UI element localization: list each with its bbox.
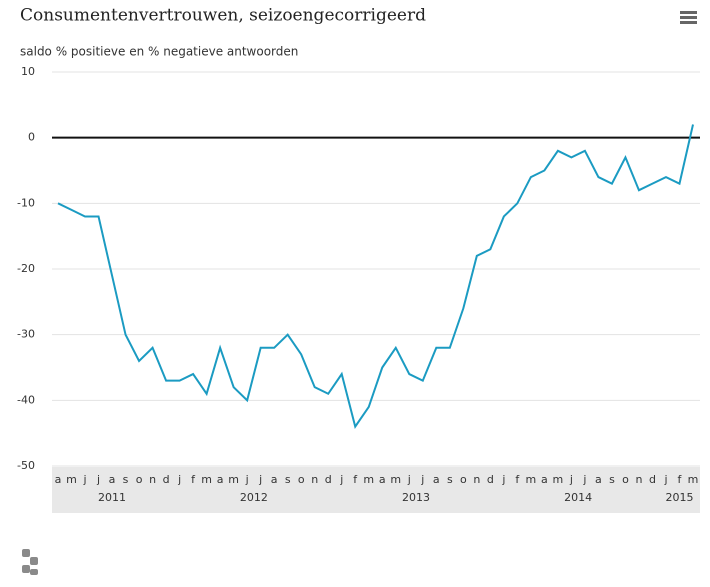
x-tick-label: m [688,473,699,486]
x-tick-label: j [177,473,181,486]
menu-bar[interactable] [680,16,697,19]
menu-bar[interactable] [680,11,697,14]
x-tick-label: a [379,473,386,486]
y-tick-label: -50 [17,459,35,472]
y-tick-label: -20 [17,262,35,275]
x-tick-label: n [635,473,642,486]
menu-button[interactable] [680,11,697,24]
x-tick-label: d [163,473,170,486]
x-tick-label: j [663,473,667,486]
x-tick-label: s [123,473,129,486]
x-tick-label: m [201,473,212,486]
x-tick-label: d [325,473,332,486]
x-tick-label: a [55,473,62,486]
x-tick-label: j [82,473,86,486]
x-tick-label: o [460,473,467,486]
y-tick-label: 10 [21,65,35,78]
x-tick-label: m [526,473,537,486]
x-tick-label: j [420,473,424,486]
x-tick-label: s [609,473,615,486]
x-tick-label: j [245,473,249,486]
x-tick-label: j [569,473,573,486]
year-label: 2015 [665,491,693,504]
x-tick-label: s [285,473,291,486]
x-tick-label: f [353,473,358,486]
x-tick-label: m [390,473,401,486]
x-tick-label: n [473,473,480,486]
logo [22,549,38,575]
x-tick-label: j [501,473,505,486]
y-tick-label: -40 [17,393,35,406]
x-tick-label: m [66,473,77,486]
x-tick-label: j [582,473,586,486]
line [57,124,694,429]
x-tick-label: a [217,473,224,486]
x-tick-label: a [595,473,602,486]
x-tick-label: d [649,473,656,486]
x-tick-label: j [339,473,343,486]
year-label: 2011 [98,491,126,504]
y-tick-label: -10 [17,196,35,209]
x-tick-label: j [258,473,262,486]
x-tick-label: f [515,473,520,486]
x-tick-label: o [298,473,305,486]
x-tick-label: d [487,473,494,486]
year-label: 2013 [402,491,430,504]
x-tick-label: j [407,473,411,486]
x-tick-label: a [271,473,278,486]
x-tick-label: f [678,473,683,486]
x-tick-label: o [622,473,629,486]
y-tick-label: 0 [28,131,35,144]
x-tick-label: n [149,473,156,486]
x-tick-label: a [109,473,116,486]
chart-title: Consumentenvertrouwen, seizoengecorrigee… [20,6,426,26]
year-label: 2012 [240,491,268,504]
year-label: 2014 [564,491,592,504]
x-tick-label: m [553,473,564,486]
x-tick-label: f [191,473,196,486]
x-tick-label: o [136,473,143,486]
x-tick-label: n [311,473,318,486]
x-tick-label: m [228,473,239,486]
x-tick-label: j [96,473,100,486]
y-tick-label: -30 [17,328,35,341]
x-tick-label: m [363,473,374,486]
x-tick-label: a [541,473,548,486]
x-tick-label: a [433,473,440,486]
menu-bar[interactable] [680,21,697,24]
x-tick-label: s [447,473,453,486]
chart-subtitle: saldo % positieve en % negatieve antwoor… [20,45,298,59]
x-axis-band [52,467,700,513]
